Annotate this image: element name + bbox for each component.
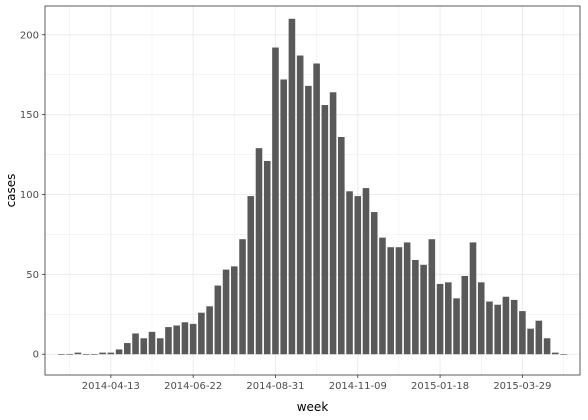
bar <box>321 105 329 355</box>
bar <box>379 237 386 355</box>
bar <box>370 212 378 355</box>
bar <box>486 301 493 355</box>
bar <box>535 320 543 355</box>
bar <box>280 79 287 355</box>
y-tick-label: 150 <box>20 110 39 121</box>
bar <box>420 264 427 355</box>
bar <box>387 247 394 355</box>
x-axis-title: week <box>297 400 329 414</box>
bar <box>395 247 403 355</box>
bar <box>552 352 559 355</box>
bar <box>288 18 296 355</box>
bar <box>181 322 189 355</box>
bar <box>173 325 180 355</box>
bar <box>214 285 222 355</box>
bar <box>477 282 485 355</box>
bar <box>156 338 164 355</box>
bar <box>148 331 156 355</box>
bar <box>296 55 304 355</box>
bar <box>107 352 115 355</box>
bar <box>247 196 255 355</box>
bar <box>115 349 123 355</box>
bar <box>206 306 213 355</box>
bar <box>58 354 65 355</box>
y-tick-label: 0 <box>33 350 39 361</box>
x-tick-label: 2015-03-29 <box>493 381 551 392</box>
bar <box>469 242 477 355</box>
bar <box>527 328 534 355</box>
bar <box>255 148 263 355</box>
bar <box>412 259 419 355</box>
bar <box>263 160 271 355</box>
bar <box>453 298 460 355</box>
x-tick-label: 2014-04-13 <box>82 381 140 392</box>
bar <box>124 343 131 355</box>
bar <box>338 136 345 355</box>
bar <box>461 275 469 355</box>
bar <box>132 333 139 355</box>
x-tick-label: 2014-11-09 <box>329 381 387 392</box>
bar <box>329 92 337 355</box>
bar <box>305 85 312 355</box>
bar <box>222 269 230 355</box>
bar <box>66 354 73 355</box>
bar <box>91 354 98 355</box>
bar <box>189 323 197 355</box>
y-tick-label: 100 <box>20 190 39 201</box>
bar <box>231 266 238 355</box>
bar <box>362 188 370 355</box>
bar <box>272 47 279 355</box>
bar <box>502 296 510 355</box>
bar <box>99 352 106 355</box>
bar <box>560 354 567 355</box>
bar <box>436 283 444 355</box>
bar <box>428 239 436 355</box>
bars <box>58 18 567 355</box>
bar <box>543 338 551 355</box>
x-tick-label: 2015-01-18 <box>411 381 469 392</box>
axis-ticks: 0 50 100 150 200 2014-04-13 2014-06-22 2014-08-… <box>20 30 552 392</box>
bar <box>346 191 353 355</box>
bar <box>165 327 172 355</box>
y-tick-label: 200 <box>20 30 39 41</box>
bar <box>445 282 452 355</box>
bar <box>510 299 518 355</box>
bar <box>519 311 526 355</box>
y-axis-title: cases <box>4 174 18 208</box>
bar <box>198 312 205 355</box>
bar <box>239 239 246 355</box>
bar <box>74 352 82 355</box>
x-tick-label: 2014-08-31 <box>246 381 304 392</box>
bar <box>313 63 320 355</box>
bar <box>494 304 501 355</box>
bar <box>354 196 362 355</box>
bar <box>403 242 411 355</box>
bar <box>140 338 148 355</box>
panel-border <box>44 5 581 376</box>
x-tick-label: 2014-06-22 <box>164 381 222 392</box>
y-tick-label: 50 <box>26 270 39 281</box>
bar <box>82 354 90 355</box>
